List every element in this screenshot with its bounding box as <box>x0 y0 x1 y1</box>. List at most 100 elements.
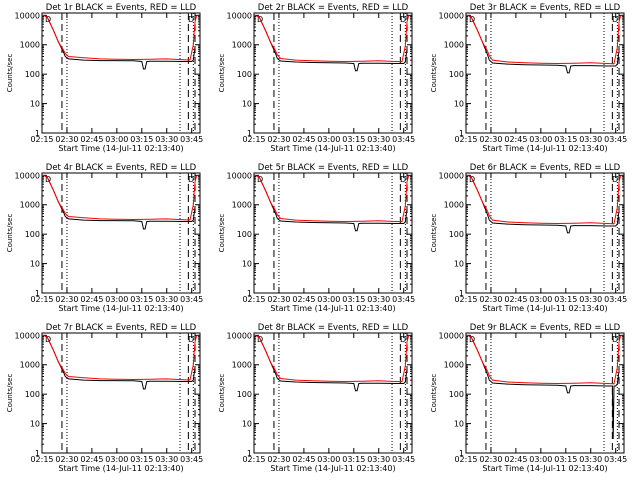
x-tick-label: 03:00 <box>529 135 552 144</box>
x-tick-label: 02:30 <box>267 295 290 304</box>
x-tick-label: 02:30 <box>479 135 502 144</box>
y-tick-label: 1000 <box>20 41 40 50</box>
y-tick-label: 1000 <box>444 361 464 370</box>
plot-frame <box>465 172 625 294</box>
y-tick-label: 10 <box>242 260 252 269</box>
plot-frame <box>253 12 413 134</box>
series-line-lld <box>465 334 622 385</box>
chart-panel: Det 9r BLACK = Events, RED = LLD 1 10 100 10… <box>430 323 627 473</box>
x-tick-label: 02:15 <box>30 455 53 464</box>
series-line-lld <box>465 14 622 65</box>
y-axis-label: Counts/sec <box>430 214 438 253</box>
series-line-events <box>41 334 196 390</box>
x-axis-label: Start Time (14-Jul-11 02:13:40) <box>482 144 607 153</box>
y-tick-label: 1 <box>247 289 252 298</box>
chart-panel: Det 3r BLACK = Events, RED = LLD 1 10 100 10… <box>430 3 627 153</box>
series-line-events <box>41 14 196 70</box>
x-tick-label: 03:00 <box>317 135 340 144</box>
x-tick-label: 03:15 <box>554 455 577 464</box>
legend-marker: D <box>188 15 194 24</box>
y-tick-label: 1000 <box>444 201 464 210</box>
y-tick-label: 1 <box>35 129 40 138</box>
x-tick-label: 02:15 <box>242 455 265 464</box>
chart-panel: Det 4r BLACK = Events, RED = LLD 1 10 100 10… <box>6 163 203 313</box>
x-tick-label: 02:15 <box>454 455 477 464</box>
chart-panel: Det 6r BLACK = Events, RED = LLD 1 10 100 10… <box>430 163 627 313</box>
x-axis-label: Start Time (14-Jul-11 02:13:40) <box>58 144 183 153</box>
series-line-events <box>253 14 408 72</box>
x-tick-label: 03:45 <box>392 295 415 304</box>
x-tick-label: 03:15 <box>130 295 153 304</box>
series-line-events <box>41 174 196 230</box>
x-tick-label: 03:45 <box>604 455 627 464</box>
y-tick-label: 10 <box>30 100 40 109</box>
series-line-events <box>253 174 408 232</box>
y-tick-label: 10 <box>242 420 252 429</box>
x-tick-label: 02:15 <box>454 295 477 304</box>
x-tick-label: 03:30 <box>579 295 602 304</box>
y-axis-label: Counts/sec <box>6 214 14 253</box>
chart-title: Det 9r BLACK = Events, RED = LLD <box>470 323 621 333</box>
y-axis-label: Counts/sec <box>6 374 14 413</box>
y-axis-label: Counts/sec <box>218 214 226 253</box>
y-tick-label: 10 <box>454 260 464 269</box>
plot-frame <box>465 332 625 454</box>
series-line-events <box>253 334 408 392</box>
series-line-lld <box>253 14 410 63</box>
x-tick-label: 02:45 <box>504 295 527 304</box>
x-tick-label: 03:15 <box>342 295 365 304</box>
chart-title: Det 4r BLACK = Events, RED = LLD <box>46 163 197 173</box>
chart-panel: Det 1r BLACK = Events, RED = LLD 1 10 100 10… <box>6 3 203 153</box>
x-tick-label: 02:15 <box>242 295 265 304</box>
plot-frame <box>465 12 625 134</box>
y-axis-label: Counts/sec <box>218 54 226 93</box>
y-tick-label: 100 <box>25 230 40 239</box>
y-tick-label: 1 <box>459 449 464 458</box>
x-tick-label: 02:45 <box>504 455 527 464</box>
legend-marker: D <box>400 175 406 184</box>
y-axis-label: Counts/sec <box>430 54 438 93</box>
x-tick-label: 02:30 <box>55 295 78 304</box>
x-tick-label: 03:15 <box>130 455 153 464</box>
y-axis-label: Counts/sec <box>430 374 438 413</box>
x-tick-label: 03:30 <box>155 135 178 144</box>
plot-frame <box>41 332 201 454</box>
chart-title: Det 8r BLACK = Events, RED = LLD <box>258 323 409 333</box>
x-tick-label: 03:30 <box>367 455 390 464</box>
y-tick-label: 1000 <box>20 361 40 370</box>
x-tick-label: 02:15 <box>30 295 53 304</box>
x-axis-label: Start Time (14-Jul-11 02:13:40) <box>270 144 395 153</box>
y-tick-label: 1000 <box>232 361 252 370</box>
series-line-lld <box>41 174 198 221</box>
y-tick-label: 10000 <box>15 11 40 20</box>
x-tick-label: 03:30 <box>579 455 602 464</box>
x-tick-label: 03:15 <box>554 135 577 144</box>
x-tick-label: 03:45 <box>604 295 627 304</box>
chart-panel: Det 8r BLACK = Events, RED = LLD 1 10 100 10… <box>218 323 415 473</box>
x-tick-label: 03:15 <box>342 455 365 464</box>
y-tick-label: 10 <box>30 260 40 269</box>
y-tick-label: 1000 <box>444 41 464 50</box>
x-tick-label: 03:00 <box>529 455 552 464</box>
y-tick-label: 1 <box>247 129 252 138</box>
legend-marker: D <box>188 175 194 184</box>
x-tick-label: 02:30 <box>267 135 290 144</box>
x-tick-label: 03:45 <box>180 455 203 464</box>
chart-title: Det 1r BLACK = Events, RED = LLD <box>46 3 197 13</box>
y-tick-label: 100 <box>237 390 252 399</box>
y-tick-label: 1 <box>35 449 40 458</box>
x-tick-label: 02:45 <box>80 295 103 304</box>
x-tick-label: 02:15 <box>30 135 53 144</box>
legend-marker: D <box>612 335 618 344</box>
y-tick-label: 10 <box>30 420 40 429</box>
x-tick-label: 03:00 <box>529 295 552 304</box>
y-tick-label: 100 <box>449 390 464 399</box>
y-tick-label: 1 <box>459 289 464 298</box>
chart-panel: Det 5r BLACK = Events, RED = LLD 1 10 100 10… <box>218 163 415 313</box>
series-line-lld <box>253 334 410 383</box>
legend-marker: D <box>400 335 406 344</box>
x-tick-label: 03:45 <box>604 135 627 144</box>
x-axis-label: Start Time (14-Jul-11 02:13:40) <box>270 304 395 313</box>
x-tick-label: 03:30 <box>367 295 390 304</box>
chart-title: Det 5r BLACK = Events, RED = LLD <box>258 163 409 173</box>
